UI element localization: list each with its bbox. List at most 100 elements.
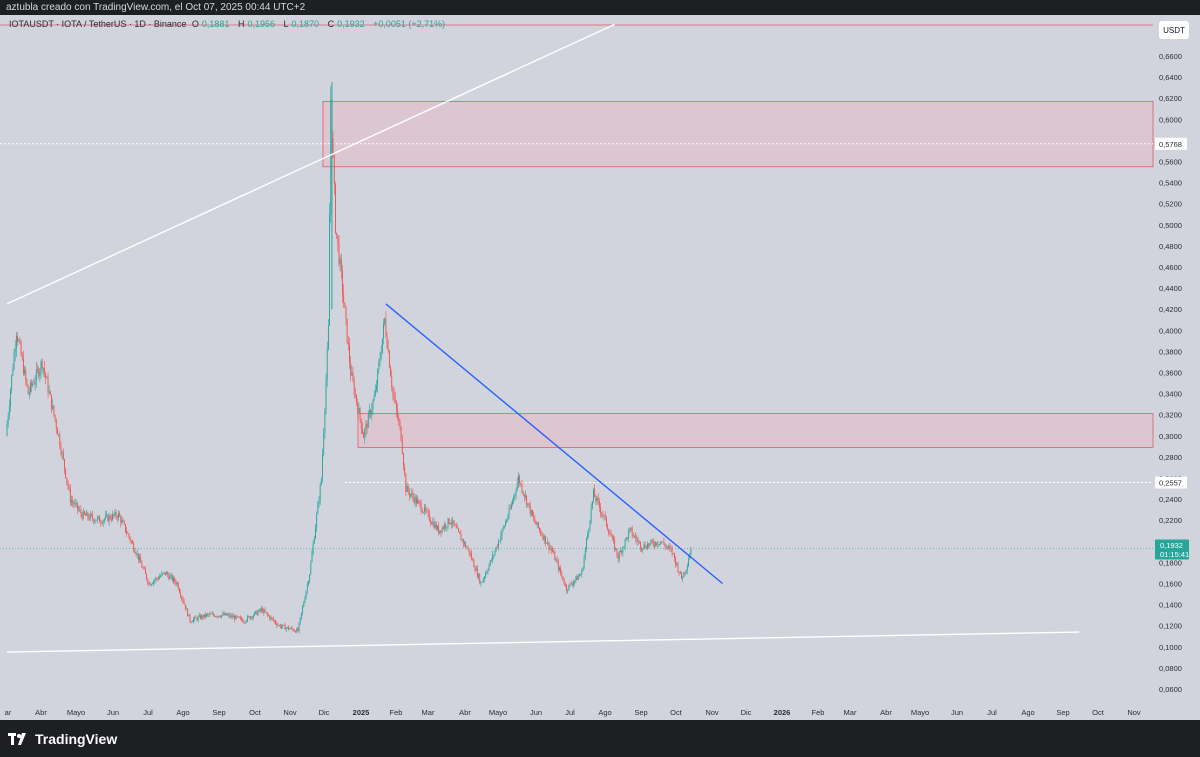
- candle-body: [399, 421, 401, 427]
- candle-body: [136, 553, 138, 555]
- marker-price-label: 0,5768: [1159, 140, 1182, 149]
- candle-body: [137, 553, 139, 560]
- candle-body: [114, 512, 116, 516]
- candle-body: [372, 400, 374, 410]
- candle-body: [462, 539, 464, 544]
- candle-body: [378, 362, 380, 370]
- candle-body: [44, 368, 45, 374]
- candle-body: [170, 575, 172, 576]
- candle-body: [523, 494, 525, 497]
- candle-body: [560, 567, 562, 574]
- candle-body: [92, 515, 94, 519]
- candle-body: [542, 535, 544, 540]
- candle-body: [180, 592, 182, 597]
- candle-body: [115, 512, 117, 517]
- x-tick-label: Mayo: [911, 708, 929, 717]
- y-tick-label: 0,3800: [1159, 347, 1182, 356]
- candle-body: [380, 352, 382, 359]
- candle-body: [526, 495, 528, 505]
- candle-body: [591, 501, 593, 508]
- candle-body: [530, 510, 532, 514]
- candle-body: [492, 554, 494, 561]
- candle-body: [522, 491, 524, 495]
- candle-body: [596, 497, 598, 502]
- candle-body: [665, 546, 667, 548]
- candle-body: [636, 538, 638, 542]
- candle-body: [278, 625, 280, 626]
- x-tick-label: ar: [5, 708, 12, 717]
- candle-body: [121, 520, 123, 523]
- candle-body: [340, 258, 342, 271]
- candle-body: [308, 581, 309, 585]
- candle-body: [142, 567, 144, 569]
- candle-body: [445, 524, 447, 528]
- candle-body: [248, 616, 250, 617]
- candle-body: [404, 466, 406, 474]
- candle-body: [272, 618, 274, 621]
- candle-body: [564, 584, 566, 586]
- candle-body: [263, 609, 265, 613]
- candle-body: [46, 377, 48, 379]
- candle-body: [327, 325, 329, 349]
- tradingview-logo[interactable]: TradingView: [8, 730, 117, 748]
- candle-body: [508, 508, 510, 517]
- chart-credit: aztubla creado con TradingView.com, el O…: [6, 2, 306, 13]
- candle-body: [494, 550, 496, 555]
- candle-body: [480, 582, 482, 584]
- candle-body: [440, 530, 442, 533]
- candle-body: [468, 548, 470, 554]
- candle-body: [312, 543, 314, 553]
- chart-area[interactable]: IOTAUSDT · IOTA / TetherUS · 1D · Binanc…: [0, 15, 1200, 720]
- candle-body: [330, 99, 332, 215]
- candle-body: [332, 139, 334, 156]
- y-tick-label: 0,6000: [1159, 115, 1182, 124]
- candle-body: [324, 410, 326, 433]
- candle-body: [603, 515, 605, 517]
- candle-body: [675, 558, 677, 565]
- candle-body: [228, 614, 230, 616]
- candle-body: [422, 512, 424, 513]
- candle-body: [8, 405, 10, 416]
- candle-body: [316, 514, 318, 528]
- candle-body: [594, 489, 596, 498]
- candle-body: [410, 494, 411, 496]
- candle-body: [521, 483, 523, 492]
- candle-body: [218, 615, 220, 617]
- candle-body: [654, 544, 655, 546]
- candle-body: [112, 514, 114, 520]
- y-tick-label: 0,1000: [1159, 643, 1182, 652]
- candle-body: [201, 615, 203, 619]
- candle-body: [435, 523, 437, 530]
- currency-button[interactable]: USDT: [1159, 21, 1189, 39]
- candle-body: [358, 407, 360, 413]
- candle-body: [461, 539, 463, 541]
- candle-body: [615, 548, 617, 550]
- candle-body: [143, 568, 145, 570]
- candle-body: [129, 537, 131, 541]
- x-tick-label: Feb: [390, 708, 403, 717]
- candle-body: [501, 529, 503, 536]
- candle-body: [282, 624, 284, 627]
- candle-body: [264, 609, 266, 613]
- candle-body: [632, 535, 634, 537]
- candle-body: [27, 385, 29, 395]
- candle-body: [658, 544, 660, 545]
- candle-body: [238, 616, 240, 618]
- candle-body: [7, 415, 9, 425]
- candle-body: [411, 493, 413, 495]
- candle-body: [254, 612, 255, 616]
- candle-body: [351, 372, 353, 376]
- candle-body: [367, 413, 369, 428]
- candle-body: [363, 432, 365, 439]
- candle-body: [13, 352, 15, 370]
- candle-body: [420, 503, 422, 511]
- candle-body: [110, 519, 112, 520]
- candle-body: [442, 527, 444, 529]
- candle-body: [88, 517, 90, 520]
- y-tick-label: 0,6400: [1159, 73, 1182, 82]
- candle-body: [148, 583, 150, 584]
- candle-body: [607, 525, 609, 530]
- symbol-legend: IOTAUSDT · IOTA / TetherUS · 1D · Binanc…: [9, 19, 448, 29]
- candle-body: [194, 616, 196, 620]
- candle-body: [614, 540, 616, 550]
